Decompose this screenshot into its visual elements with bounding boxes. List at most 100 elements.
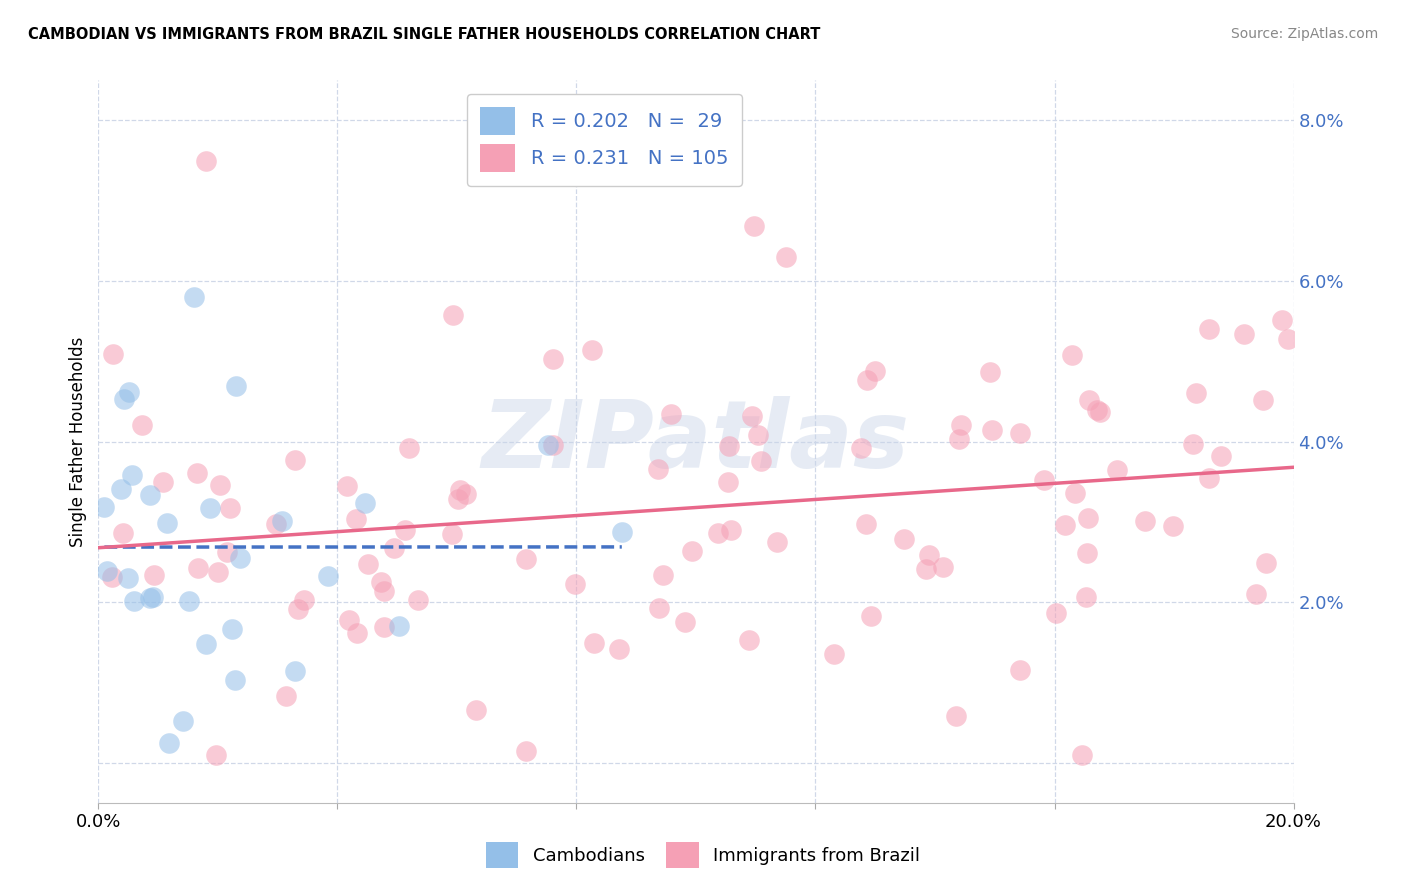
Point xyxy=(979,365,1001,379)
Point xyxy=(766,535,789,549)
Point xyxy=(292,593,315,607)
Point xyxy=(217,545,239,559)
Point xyxy=(720,524,742,538)
Point xyxy=(157,736,180,750)
Point xyxy=(143,568,166,582)
Point xyxy=(1045,606,1067,620)
Point xyxy=(204,747,226,762)
Point xyxy=(1198,470,1220,484)
Point xyxy=(382,541,405,555)
Point xyxy=(582,636,605,650)
Point xyxy=(707,525,730,540)
Point xyxy=(373,583,395,598)
Point xyxy=(284,453,307,467)
Point xyxy=(742,219,765,234)
Point xyxy=(932,560,955,574)
Point xyxy=(659,407,682,421)
Legend: Cambodians, Immigrants from Brazil: Cambodians, Immigrants from Brazil xyxy=(475,831,931,879)
Point xyxy=(856,373,879,387)
Point xyxy=(647,462,669,476)
Point xyxy=(918,549,941,563)
Point xyxy=(139,591,162,605)
Point xyxy=(1010,664,1032,678)
Point xyxy=(1251,392,1274,407)
Point xyxy=(851,442,873,456)
Point xyxy=(541,437,564,451)
Point xyxy=(981,423,1004,437)
Point xyxy=(1078,392,1101,407)
Text: ZIPatlas: ZIPatlas xyxy=(482,395,910,488)
Point xyxy=(673,615,696,629)
Point xyxy=(110,482,132,496)
Point xyxy=(373,620,395,634)
Point xyxy=(388,619,411,633)
Point xyxy=(948,433,970,447)
Point xyxy=(101,346,124,360)
Point xyxy=(515,744,537,758)
Point xyxy=(893,533,915,547)
Point xyxy=(337,614,360,628)
Point xyxy=(224,673,246,688)
Point xyxy=(950,418,973,433)
Point xyxy=(287,601,309,615)
Point xyxy=(117,571,139,585)
Point xyxy=(747,427,769,442)
Point xyxy=(354,495,377,509)
Point xyxy=(652,568,675,582)
Point xyxy=(207,565,229,579)
Point xyxy=(221,622,243,636)
Point xyxy=(1185,386,1208,401)
Point xyxy=(749,454,772,468)
Point xyxy=(863,364,886,378)
Point xyxy=(96,565,118,579)
Point xyxy=(1182,437,1205,451)
Point xyxy=(121,467,143,482)
Point xyxy=(408,592,430,607)
Point xyxy=(276,689,298,703)
Point xyxy=(344,512,367,526)
Point xyxy=(398,441,420,455)
Legend: R = 0.202   N =  29, R = 0.231   N = 105: R = 0.202 N = 29, R = 0.231 N = 105 xyxy=(467,94,742,186)
Point xyxy=(112,525,135,540)
Point xyxy=(1105,463,1128,477)
Point xyxy=(172,714,194,728)
Point xyxy=(229,551,252,566)
Point xyxy=(1060,348,1083,362)
Point xyxy=(449,483,471,497)
Point xyxy=(1271,313,1294,327)
Point xyxy=(1076,546,1098,560)
Point xyxy=(1074,591,1097,605)
Point xyxy=(855,517,877,532)
Point xyxy=(195,153,218,168)
Point xyxy=(1277,332,1299,346)
Point xyxy=(225,379,247,393)
Point xyxy=(219,501,242,516)
Point xyxy=(112,392,135,406)
Point xyxy=(336,479,359,493)
Point xyxy=(607,641,630,656)
Point xyxy=(1254,556,1277,570)
Point xyxy=(152,475,174,490)
Point xyxy=(1008,426,1031,441)
Point xyxy=(738,633,761,648)
Point xyxy=(537,437,560,451)
Point xyxy=(681,544,703,558)
Point xyxy=(101,570,124,584)
Point xyxy=(860,608,883,623)
Point xyxy=(717,439,740,453)
Point xyxy=(284,665,307,679)
Point xyxy=(316,568,339,582)
Point xyxy=(1161,519,1184,533)
Point xyxy=(1211,450,1233,464)
Point xyxy=(1232,326,1254,341)
Point xyxy=(394,523,416,537)
Point xyxy=(1090,405,1112,419)
Point xyxy=(142,591,165,605)
Point xyxy=(118,385,141,400)
Point xyxy=(131,418,153,433)
Point xyxy=(357,557,380,571)
Point xyxy=(915,561,938,575)
Point xyxy=(198,500,221,515)
Point xyxy=(271,514,294,528)
Point xyxy=(440,526,463,541)
